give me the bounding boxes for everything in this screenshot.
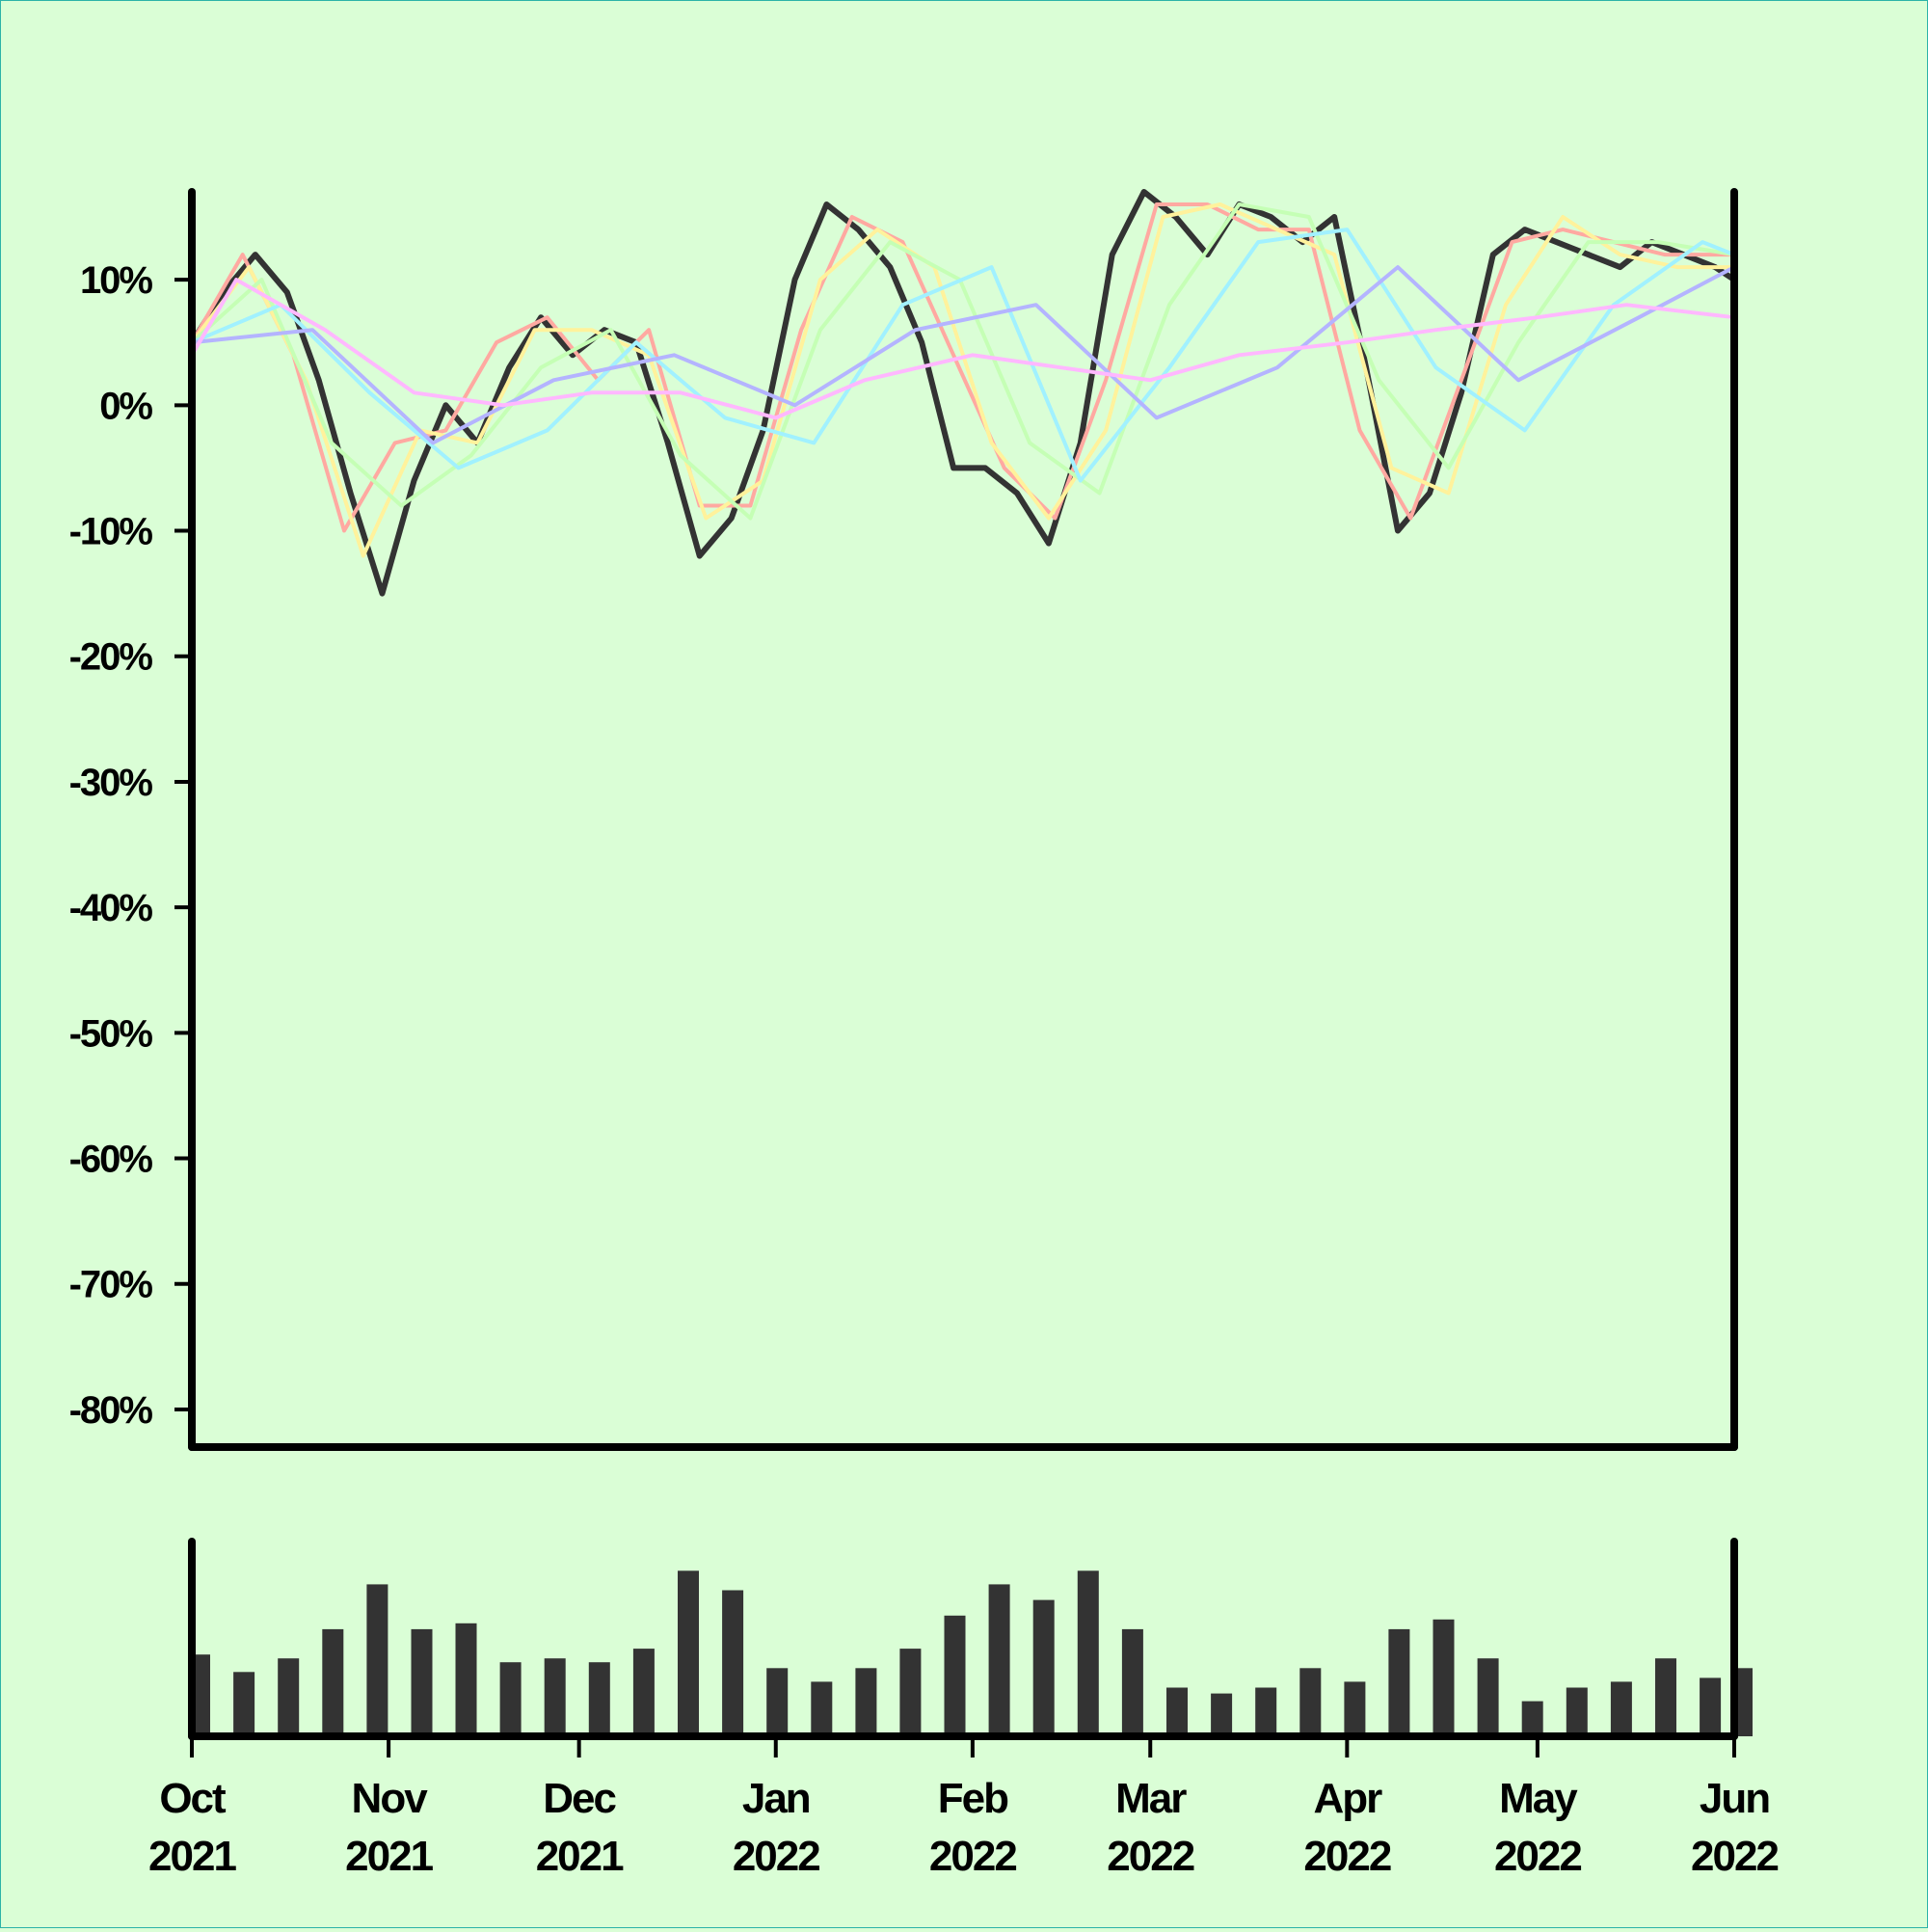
- volume-bar: [1700, 1677, 1722, 1736]
- x-tick-month: Jan: [742, 1775, 810, 1822]
- volume-bar: [1388, 1628, 1410, 1736]
- volume-bar: [1255, 1687, 1277, 1736]
- x-tick-month: Jun: [1700, 1775, 1769, 1822]
- y-tick-label: -20%: [69, 636, 153, 679]
- volume-bar: [632, 1649, 655, 1736]
- volume-bar: [1121, 1628, 1143, 1736]
- price-line: [189, 189, 1737, 597]
- y-tick-label: -10%: [69, 511, 153, 553]
- volume-bar: [1166, 1687, 1188, 1736]
- volume-bar: [1344, 1681, 1366, 1736]
- volume-bar: [411, 1628, 433, 1736]
- x-tick-year: 2021: [148, 1833, 236, 1880]
- y-tick-label: -50%: [69, 1012, 153, 1055]
- axes: [188, 188, 1738, 1740]
- volume-bar: [588, 1662, 610, 1736]
- volume-bar: [855, 1668, 877, 1736]
- volume-bar: [455, 1623, 477, 1736]
- volume-bar: [722, 1590, 744, 1736]
- x-tick-year: 2022: [929, 1833, 1016, 1880]
- volume-bar: [366, 1584, 388, 1736]
- volume-bar: [899, 1649, 922, 1736]
- volume-bar: [944, 1615, 966, 1736]
- volume-bar: [1521, 1701, 1543, 1736]
- x-tick-year: 2022: [1691, 1833, 1778, 1880]
- x-tick-year: 2022: [1107, 1833, 1193, 1880]
- y-tick-label: -30%: [69, 762, 153, 804]
- series-layer: [189, 189, 1737, 597]
- volume-bar: [1299, 1668, 1322, 1736]
- x-tick-year: 2022: [1494, 1833, 1581, 1880]
- moving-average-line-4: [190, 228, 1736, 483]
- volume-bar: [544, 1658, 566, 1736]
- x-tick-month: Dec: [543, 1775, 616, 1822]
- x-tick-month: Oct: [159, 1775, 227, 1822]
- x-tick-month: Nov: [352, 1775, 429, 1822]
- x-tick-month: Mar: [1115, 1775, 1187, 1822]
- volume-bar: [811, 1681, 833, 1736]
- volume-bar: [1433, 1619, 1455, 1736]
- x-tick-year: 2022: [733, 1833, 819, 1880]
- volume-bar: [233, 1672, 255, 1736]
- x-axis-ticks: Oct 2021 Nov 2021 Dec 2021 Jan 2022 Feb 2022 Mar 20…: [148, 1736, 1780, 1880]
- volume-bar: [1077, 1570, 1099, 1736]
- y-tick-label: -60%: [69, 1139, 153, 1181]
- volume-bar: [499, 1662, 522, 1736]
- volume-bar: [678, 1570, 699, 1736]
- volume-bars: [189, 1570, 1753, 1736]
- x-tick-year: 2021: [536, 1833, 624, 1880]
- x-tick-year: 2021: [345, 1833, 433, 1880]
- moving-average-line-6: [190, 278, 1736, 420]
- x-tick-month: Feb: [938, 1775, 1008, 1822]
- y-tick-label: -70%: [69, 1264, 153, 1306]
- y-tick-label: -80%: [69, 1389, 153, 1432]
- y-tick-label: 0%: [99, 385, 152, 427]
- volume-bar: [1032, 1599, 1055, 1736]
- volume-bar: [1477, 1658, 1499, 1736]
- moving-average-line-3: [190, 202, 1736, 521]
- volume-bar: [322, 1628, 344, 1736]
- moving-average-line-5: [190, 265, 1736, 445]
- volume-bar: [766, 1668, 789, 1736]
- volume-bar: [1655, 1658, 1676, 1736]
- moving-average-line-1: [190, 202, 1736, 533]
- x-tick-year: 2022: [1303, 1833, 1390, 1880]
- y-axis-ticks: 10% 0% -10% -20% -30% -40% -50% -60% -70% -80%: [69, 259, 192, 1432]
- volume-bar: [278, 1658, 300, 1736]
- x-tick-month: Apr: [1313, 1775, 1382, 1822]
- volume-bar: [1610, 1681, 1632, 1736]
- volume-bar: [1566, 1687, 1588, 1736]
- x-tick-month: May: [1499, 1775, 1578, 1822]
- volume-bar: [1211, 1693, 1233, 1736]
- y-tick-label: -40%: [69, 887, 153, 929]
- volume-bar: [988, 1584, 1010, 1736]
- y-tick-label: 10%: [80, 259, 152, 302]
